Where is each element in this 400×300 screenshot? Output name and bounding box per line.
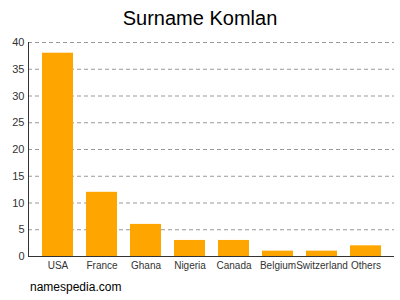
svg-text:10: 10	[12, 197, 24, 209]
svg-text:France: France	[86, 260, 118, 271]
svg-text:Switzerland: Switzerland	[296, 260, 348, 271]
svg-text:Belgium: Belgium	[260, 260, 296, 271]
html-text:Surname Komlan: Surname Komlan	[122, 7, 278, 29]
html-text:namespedia.com: namespedia.com	[30, 280, 122, 294]
svg-text:35: 35	[12, 63, 24, 75]
svg-text:USA: USA	[48, 260, 69, 271]
svg-text:40: 40	[12, 36, 24, 48]
svg-text:Canada: Canada	[216, 260, 251, 271]
svg-text:0: 0	[18, 250, 24, 262]
svg-text:Ghana: Ghana	[131, 260, 161, 271]
svg-text:15: 15	[12, 170, 24, 182]
svg-text:Others: Others	[351, 260, 381, 271]
svg-text:20: 20	[12, 143, 24, 155]
svg-text:30: 30	[12, 90, 24, 102]
svg-text:Nigeria: Nigeria	[174, 260, 206, 271]
svg-text:5: 5	[18, 223, 24, 235]
svg-text:25: 25	[12, 116, 24, 128]
